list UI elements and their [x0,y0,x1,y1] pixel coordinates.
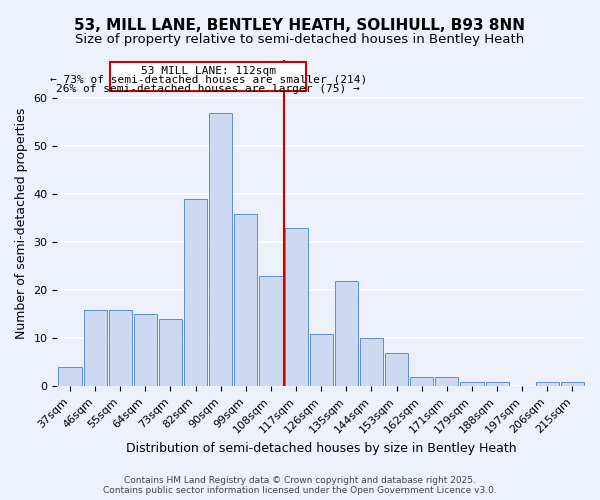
Bar [259,276,283,386]
Bar [310,334,333,386]
Bar [109,310,132,386]
Bar [536,382,559,386]
Bar [410,377,433,386]
Bar [335,281,358,386]
Bar [234,214,257,386]
Text: 53 MILL LANE: 112sqm: 53 MILL LANE: 112sqm [140,66,275,76]
Bar [360,338,383,386]
Bar [561,382,584,386]
Bar [159,319,182,386]
Bar [209,113,232,386]
Bar [58,367,82,386]
Text: 26% of semi-detached houses are larger (75) →: 26% of semi-detached houses are larger (… [56,84,360,94]
Bar [385,353,408,386]
Text: 53, MILL LANE, BENTLEY HEATH, SOLIHULL, B93 8NN: 53, MILL LANE, BENTLEY HEATH, SOLIHULL, … [74,18,526,32]
Bar [184,199,207,386]
Bar [460,382,484,386]
X-axis label: Distribution of semi-detached houses by size in Bentley Heath: Distribution of semi-detached houses by … [126,442,517,455]
Bar [485,382,509,386]
Text: ← 73% of semi-detached houses are smaller (214): ← 73% of semi-detached houses are smalle… [50,75,367,85]
Bar [83,310,107,386]
Bar [284,228,308,386]
Y-axis label: Number of semi-detached properties: Number of semi-detached properties [15,108,28,339]
Bar [435,377,458,386]
Text: Contains HM Land Registry data © Crown copyright and database right 2025.
Contai: Contains HM Land Registry data © Crown c… [103,476,497,495]
FancyBboxPatch shape [110,62,306,91]
Bar [134,314,157,386]
Text: Size of property relative to semi-detached houses in Bentley Heath: Size of property relative to semi-detach… [76,32,524,46]
